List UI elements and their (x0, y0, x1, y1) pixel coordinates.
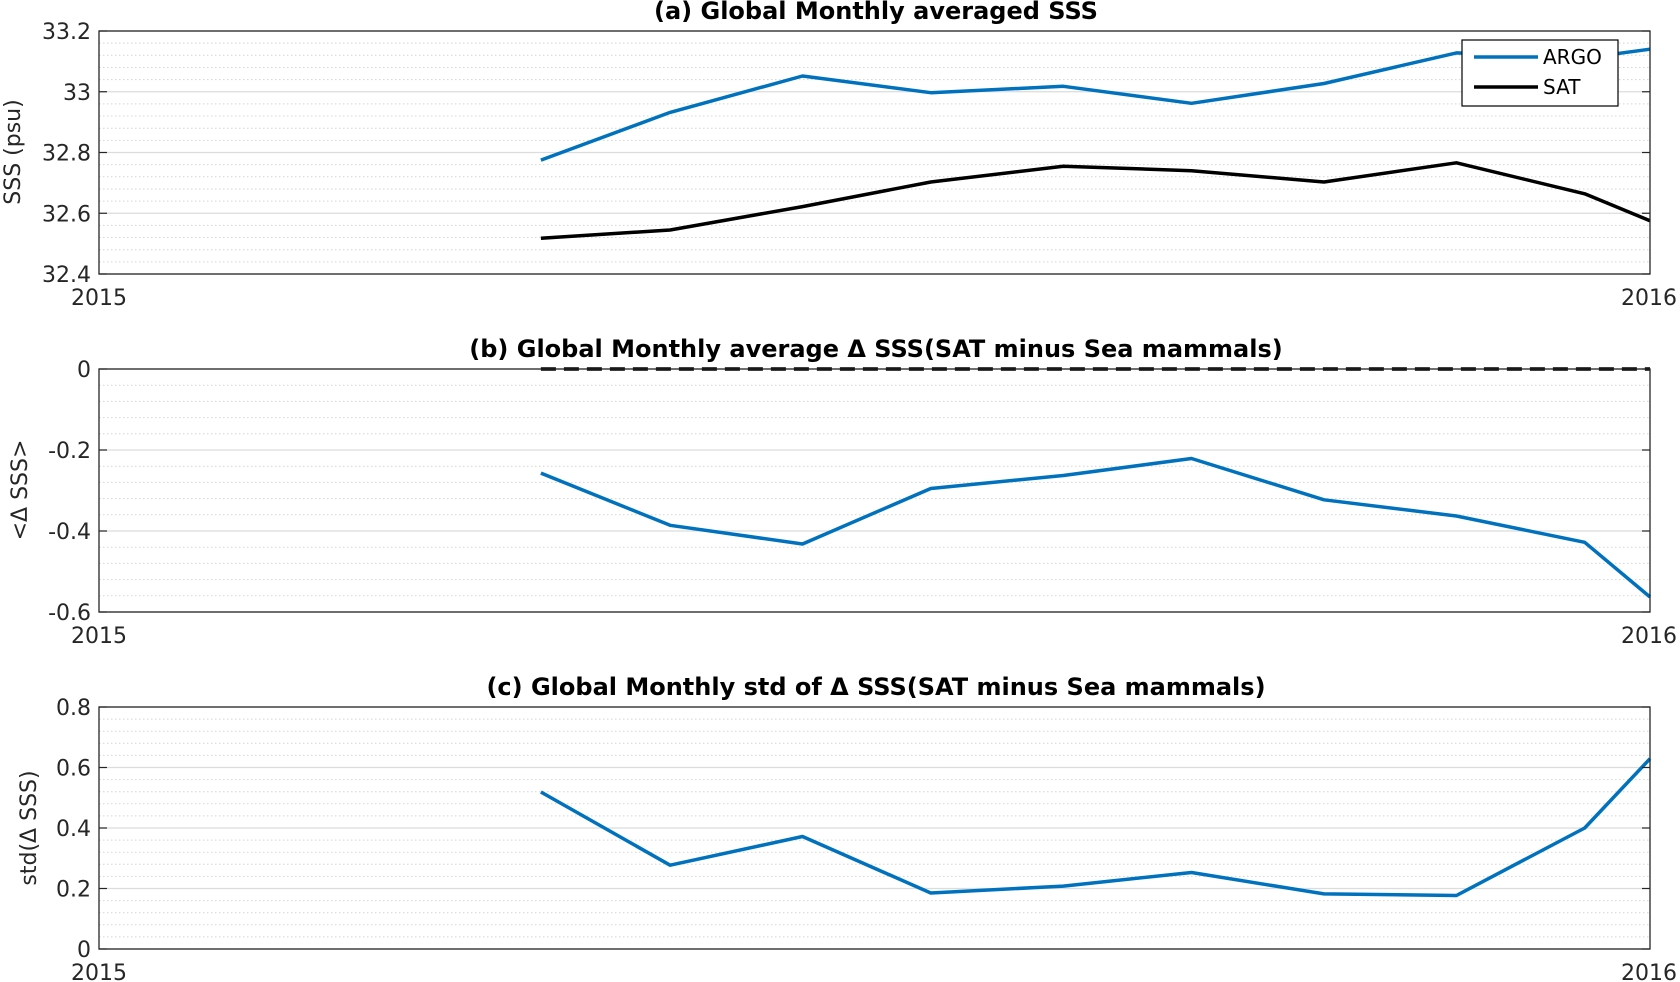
panel-a-ylabel: SSS (psu) (1, 99, 26, 204)
panel-a: 32.4 32.6 32.8 33 33.2 2015 2016 (a) Global Mo… (1, 0, 1677, 311)
x-tick-label: 2015 (71, 286, 127, 311)
plot-area: 0 0.2 0.4 0.6 0.8 2015 2016 (56, 696, 1677, 982)
panel-c-title: (c) Global Monthly std of Δ SSS(SAT minu… (486, 673, 1265, 701)
axes-box (98, 368, 1651, 613)
panel-c-ylabel: std(Δ SSS) (17, 770, 42, 885)
y-tick-label: 32.8 (42, 142, 91, 167)
plot-area: 32.4 32.6 32.8 33 33.2 2015 2016 (42, 20, 1677, 311)
y-tick-label: -0.6 (48, 601, 91, 626)
legend-label-sat: SAT (1543, 75, 1581, 99)
y-tick-label: -0.2 (48, 439, 91, 464)
y-tick-label: 33.2 (42, 20, 91, 45)
panel-b: -0.6 -0.4 -0.2 0 2015 2016 (b) Global Monthly… (8, 335, 1677, 649)
y-tick-label: 0.8 (56, 696, 91, 721)
panel-c: 0 0.2 0.4 0.6 0.8 2015 2016 (c) Global Monthly… (17, 673, 1677, 982)
y-tick-label: 0.2 (56, 878, 91, 903)
panel-b-ylabel: <Δ SSS> (8, 440, 33, 541)
x-tick-label: 2015 (71, 624, 127, 649)
legend-box (1461, 39, 1619, 107)
y-tick-label: 0 (77, 938, 91, 963)
y-tick-label: -0.4 (48, 520, 91, 545)
y-tick-label: 0.4 (56, 817, 91, 842)
legend-label-argo: ARGO (1543, 45, 1602, 69)
series-line-0 (540, 456, 1652, 599)
panel-a-legend: ARGO SAT (1461, 39, 1619, 107)
x-tick-label: 2015 (71, 961, 127, 982)
panel-b-title: (b) Global Monthly average Δ SSS(SAT min… (469, 335, 1282, 363)
series-line-sat (540, 161, 1651, 240)
y-tick-label: 0 (77, 358, 91, 383)
x-tick-label: 2016 (1621, 961, 1677, 982)
x-tick-label: 2016 (1621, 624, 1677, 649)
panel-a-title: (a) Global Monthly averaged SSS (654, 0, 1098, 25)
plot-area: -0.6 -0.4 -0.2 0 2015 2016 (48, 358, 1677, 649)
y-tick-label: 32.6 (42, 202, 91, 227)
y-tick-label: 33 (63, 81, 91, 106)
series-line-0 (540, 757, 1652, 898)
x-tick-label: 2016 (1621, 286, 1677, 311)
y-tick-label: 32.4 (42, 263, 91, 288)
y-tick-label: 0.6 (56, 757, 91, 782)
